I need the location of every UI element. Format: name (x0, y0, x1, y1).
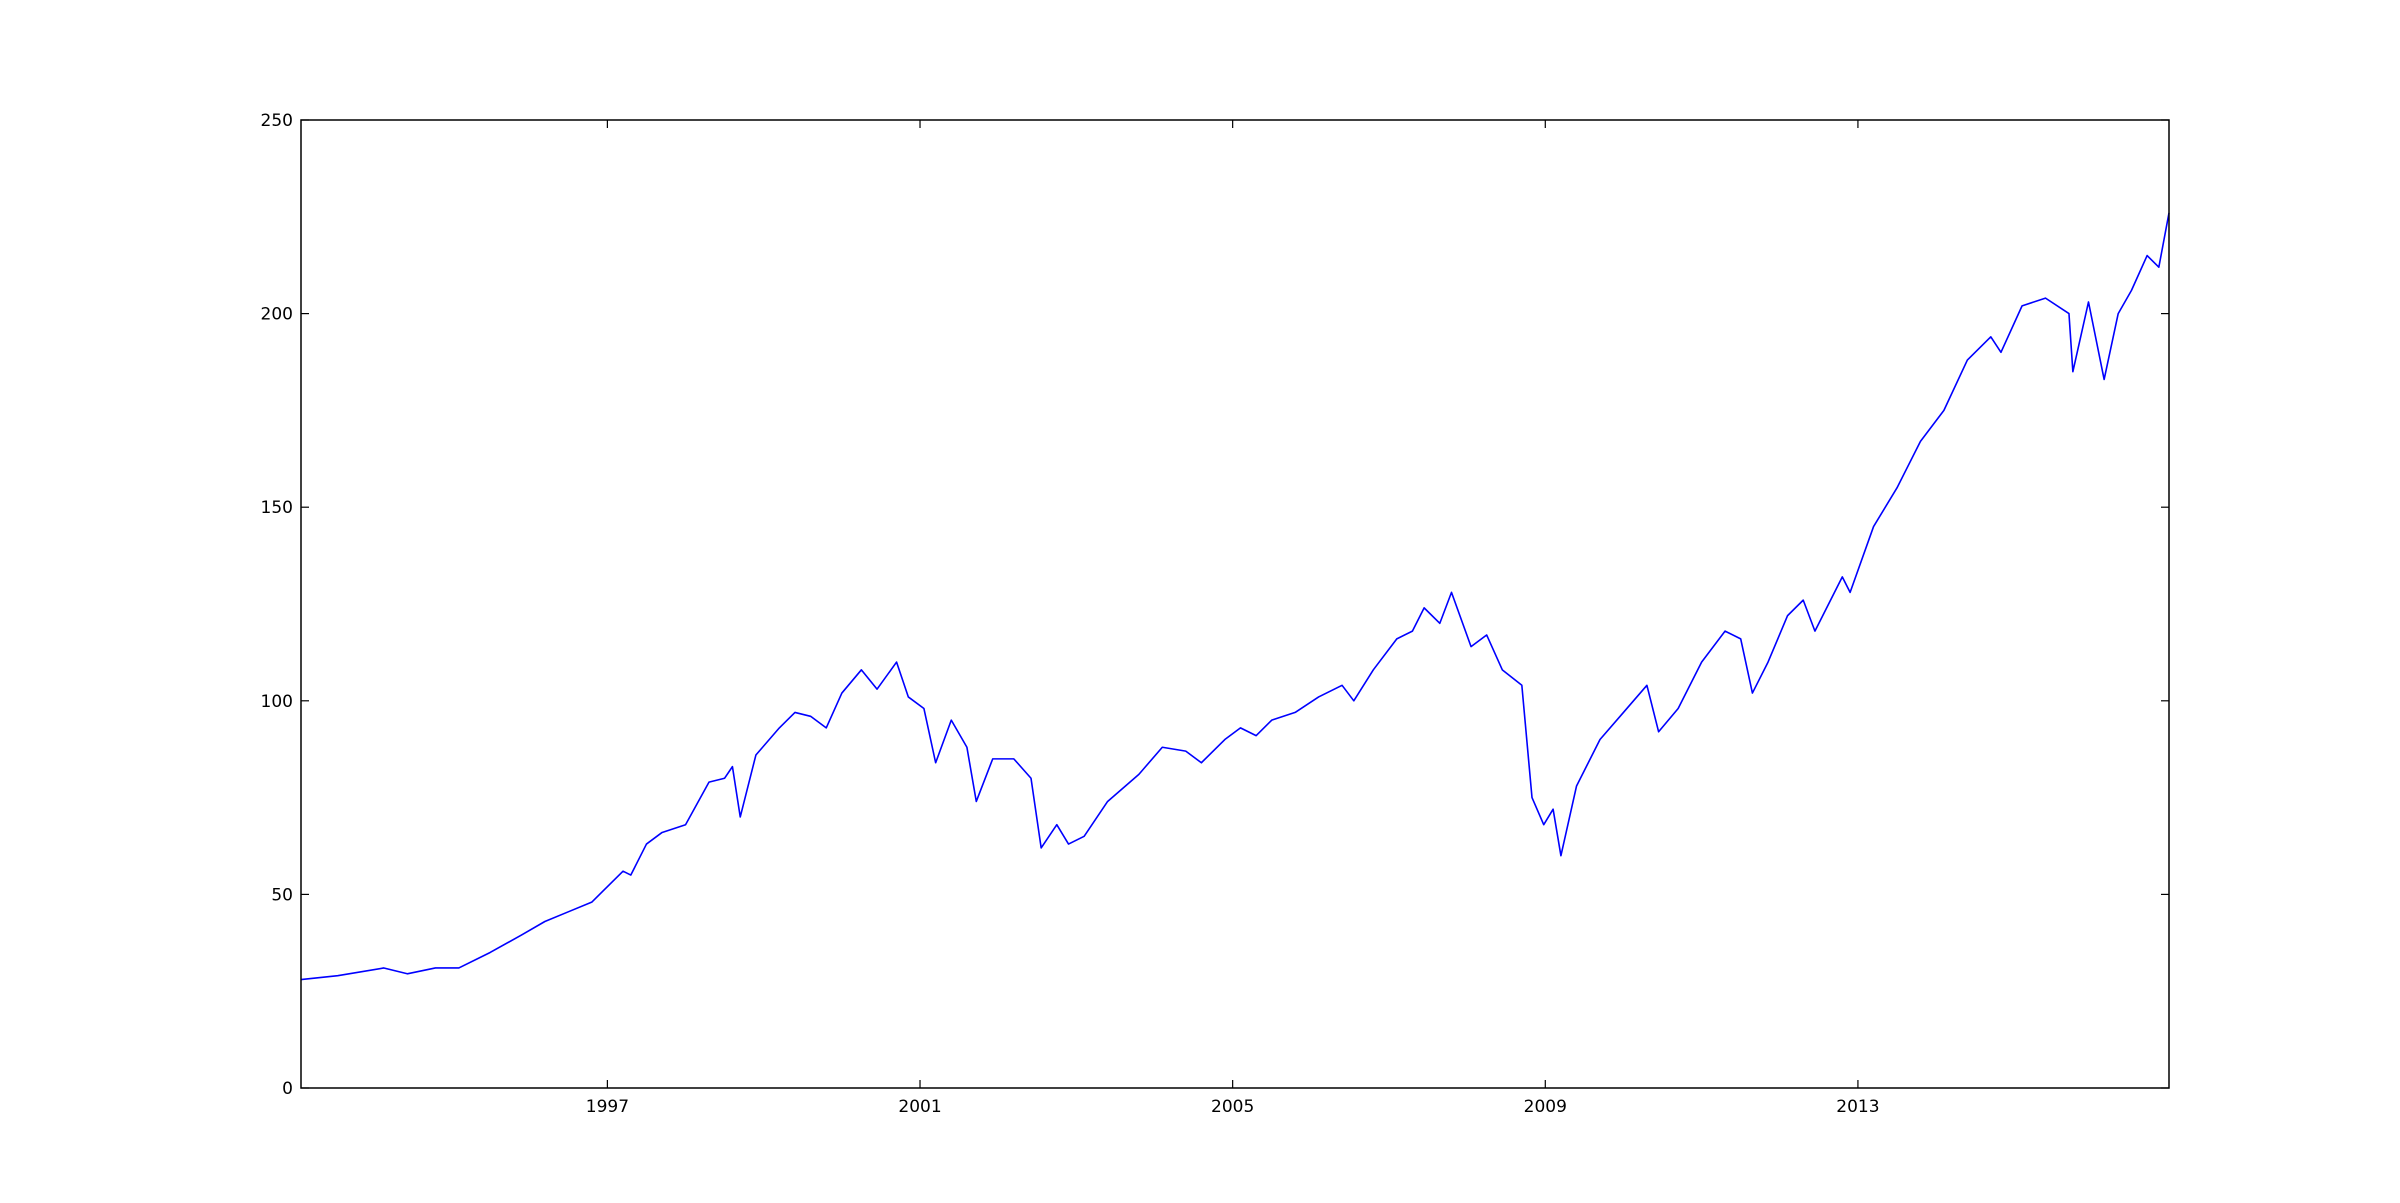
y-tick-label: 0 (282, 1079, 293, 1099)
plot-frame (300, 119, 2170, 1089)
y-tick-label: 200 (261, 305, 293, 325)
y-tick-label: 150 (261, 498, 293, 518)
x-tick-label: 2005 (1211, 1097, 1254, 1117)
data-line (300, 212, 2170, 981)
x-tick-label: 2013 (1836, 1097, 1879, 1117)
y-tick-label: 100 (261, 692, 293, 712)
x-tick-label: 1997 (586, 1097, 629, 1117)
y-tick-label: 250 (261, 111, 293, 131)
x-tick-label: 2001 (898, 1097, 941, 1117)
y-tick-label: 50 (271, 885, 293, 905)
x-tick-label: 2009 (1524, 1097, 1567, 1117)
